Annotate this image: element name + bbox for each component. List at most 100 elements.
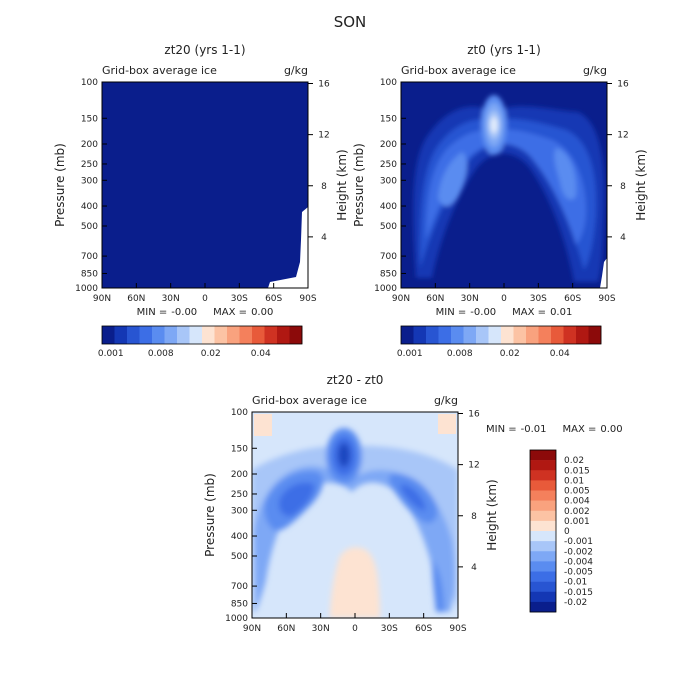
colorbar-label-2-7: 0	[564, 527, 570, 537]
colorbar-swatch-1-6	[476, 326, 489, 344]
colorbar-swatch-0-1	[114, 326, 128, 344]
y-tick-label-0-0: 100	[81, 78, 98, 88]
stats-max-0: 0.00	[251, 307, 273, 318]
y-tick-label-0-9: 1000	[75, 284, 98, 294]
colorbar-swatch-2-7	[530, 520, 556, 532]
y-tick-label-0-8: 850	[81, 269, 98, 279]
contour-field-zt20	[102, 82, 308, 288]
y-right-tick-label-1-0: 16	[617, 80, 629, 90]
y-tick-label-0-2: 200	[81, 140, 98, 150]
y-right-tick-label-0-3: 4	[321, 233, 327, 243]
colorbar-frame-1	[400, 325, 602, 345]
colorbar-label-2-4: 0.004	[564, 497, 590, 507]
colorbar-swatch-1-7	[488, 326, 502, 344]
y-right-tick-label-2-1: 12	[468, 461, 479, 471]
colorbar-label-2-13: -0.015	[564, 588, 593, 598]
x-tick-label-0-3: 0	[202, 294, 208, 304]
colorbar-label-2-5: 0.002	[564, 507, 590, 517]
colorbar-swatch-1-3	[438, 326, 452, 344]
x-tick-label-1-5: 60S	[564, 294, 581, 304]
y-axis-label-1: Pressure (mb)	[352, 143, 366, 227]
contour-field-zt0	[401, 82, 607, 288]
colorbar-swatch-0-12	[252, 326, 265, 344]
y-tick-label-2-6: 500	[231, 552, 248, 562]
y-tick-label-2-4: 300	[231, 506, 248, 516]
colorbar-label-1-3: 0.04	[550, 349, 570, 359]
colorbar-swatch-2-9	[530, 541, 556, 552]
y-tick-label-2-2: 200	[231, 470, 248, 480]
y-right-tick-label-0-2: 8	[321, 182, 327, 192]
panel-axes: zt20 (yrs 1-1) Grid-box average ice g/kg 10…	[53, 43, 648, 634]
stats-min-label-0: MIN =	[137, 307, 168, 318]
panel-subtitle-0: Grid-box average ice	[102, 64, 217, 77]
colorbar-label-2-2: 0.01	[564, 476, 584, 486]
y-axis-label-2: Pressure (mb)	[203, 473, 217, 557]
colorbar-swatch-2-6	[530, 510, 556, 522]
x-tick-label-2-5: 60S	[415, 624, 432, 634]
colorbar-frame-0	[101, 325, 303, 345]
x-tick-label-0-5: 60S	[265, 294, 282, 304]
y-tick-label-1-8: 850	[380, 269, 397, 279]
x-tick-label-2-4: 30S	[381, 624, 398, 634]
y-tick-label-0-6: 500	[81, 222, 98, 232]
stats-min-0: -0.00	[171, 307, 197, 318]
panel-units-1: g/kg	[583, 64, 607, 77]
y-right-tick-label-2-0: 16	[468, 410, 480, 420]
colorbar-label-2-10: -0.004	[564, 557, 593, 567]
stats-0: MIN = -0.00 MAX = 0.00	[137, 307, 274, 318]
x-tick-label-0-4: 30S	[231, 294, 248, 304]
figure-title: SON	[334, 13, 367, 31]
panel-title-2: zt20 - zt0	[327, 373, 384, 387]
x-tick-label-0-2: 30N	[162, 294, 180, 304]
colorbar-label-2-1: 0.015	[564, 466, 590, 476]
colorbar-label-2-9: -0.002	[564, 547, 593, 557]
colorbar-swatch-2-14	[530, 591, 556, 603]
y-right-tick-label-0-0: 16	[318, 80, 330, 90]
y-tick-label-1-6: 500	[380, 222, 397, 232]
colorbar-swatch-0-10	[227, 326, 240, 344]
x-tick-label-1-2: 30N	[461, 294, 479, 304]
stats-min-2: -0.01	[521, 424, 547, 435]
colorbar-swatch-2-8	[530, 531, 556, 542]
colorbars: 0.001 0.008 0.02 0.04 0.001 0.008 0.02 0.04 0.02…	[98, 325, 602, 613]
colorbar-label-1-1: 0.008	[447, 349, 473, 359]
colorbar-swatch-1-12	[551, 326, 564, 344]
contour-field-difference	[252, 412, 458, 618]
x-tick-label-2-0: 90N	[243, 624, 261, 634]
colorbar-swatch-2-3	[530, 480, 556, 491]
panel-title-0: zt20 (yrs 1-1)	[164, 43, 245, 57]
panel-subtitle-1: Grid-box average ice	[401, 64, 516, 77]
y-right-tick-label-1-1: 12	[617, 131, 628, 141]
y-tick-label-2-5: 400	[231, 532, 248, 542]
colorbar-swatch-2-2	[530, 470, 556, 481]
stats-max-label-2: MAX =	[563, 424, 597, 435]
y-axis-label-0: Pressure (mb)	[53, 143, 67, 227]
colorbar-swatch-1-13	[563, 326, 577, 344]
colorbar-label-2-6: 0.001	[564, 517, 590, 527]
colorbar-swatch-1-8	[501, 326, 514, 344]
colorbar-swatch-0-15	[289, 326, 303, 344]
x-tick-label-2-1: 60N	[277, 624, 295, 634]
panel-subtitle-2: Grid-box average ice	[252, 394, 367, 407]
stats-min-label-2: MIN =	[486, 424, 517, 435]
colorbar-swatch-2-0	[530, 450, 556, 461]
colorbar-swatch-1-11	[538, 326, 552, 344]
y-tick-label-2-0: 100	[231, 408, 248, 418]
colorbar-label-1-0: 0.001	[397, 349, 423, 359]
x-tick-label-1-1: 60N	[426, 294, 444, 304]
colorbar-swatch-1-14	[576, 326, 589, 344]
y-tick-label-1-2: 200	[380, 140, 397, 150]
x-tick-label-1-0: 90N	[392, 294, 410, 304]
colorbar-label-2-0: 0.02	[564, 456, 584, 466]
colorbar-swatch-0-8	[202, 326, 215, 344]
colorbar-frame-2	[529, 449, 557, 613]
y-tick-label-1-5: 400	[380, 202, 397, 212]
y-tick-label-0-3: 250	[81, 160, 98, 170]
colorbar-label-0-0: 0.001	[98, 349, 124, 359]
colorbar-label-2-14: -0.02	[564, 598, 587, 608]
colorbar-swatch-2-15	[530, 601, 556, 613]
y-tick-label-1-9: 1000	[374, 284, 397, 294]
stats-min-label-1: MIN =	[436, 307, 467, 318]
colorbar-label-1-2: 0.02	[500, 349, 520, 359]
colorbar-swatch-2-10	[530, 551, 556, 562]
